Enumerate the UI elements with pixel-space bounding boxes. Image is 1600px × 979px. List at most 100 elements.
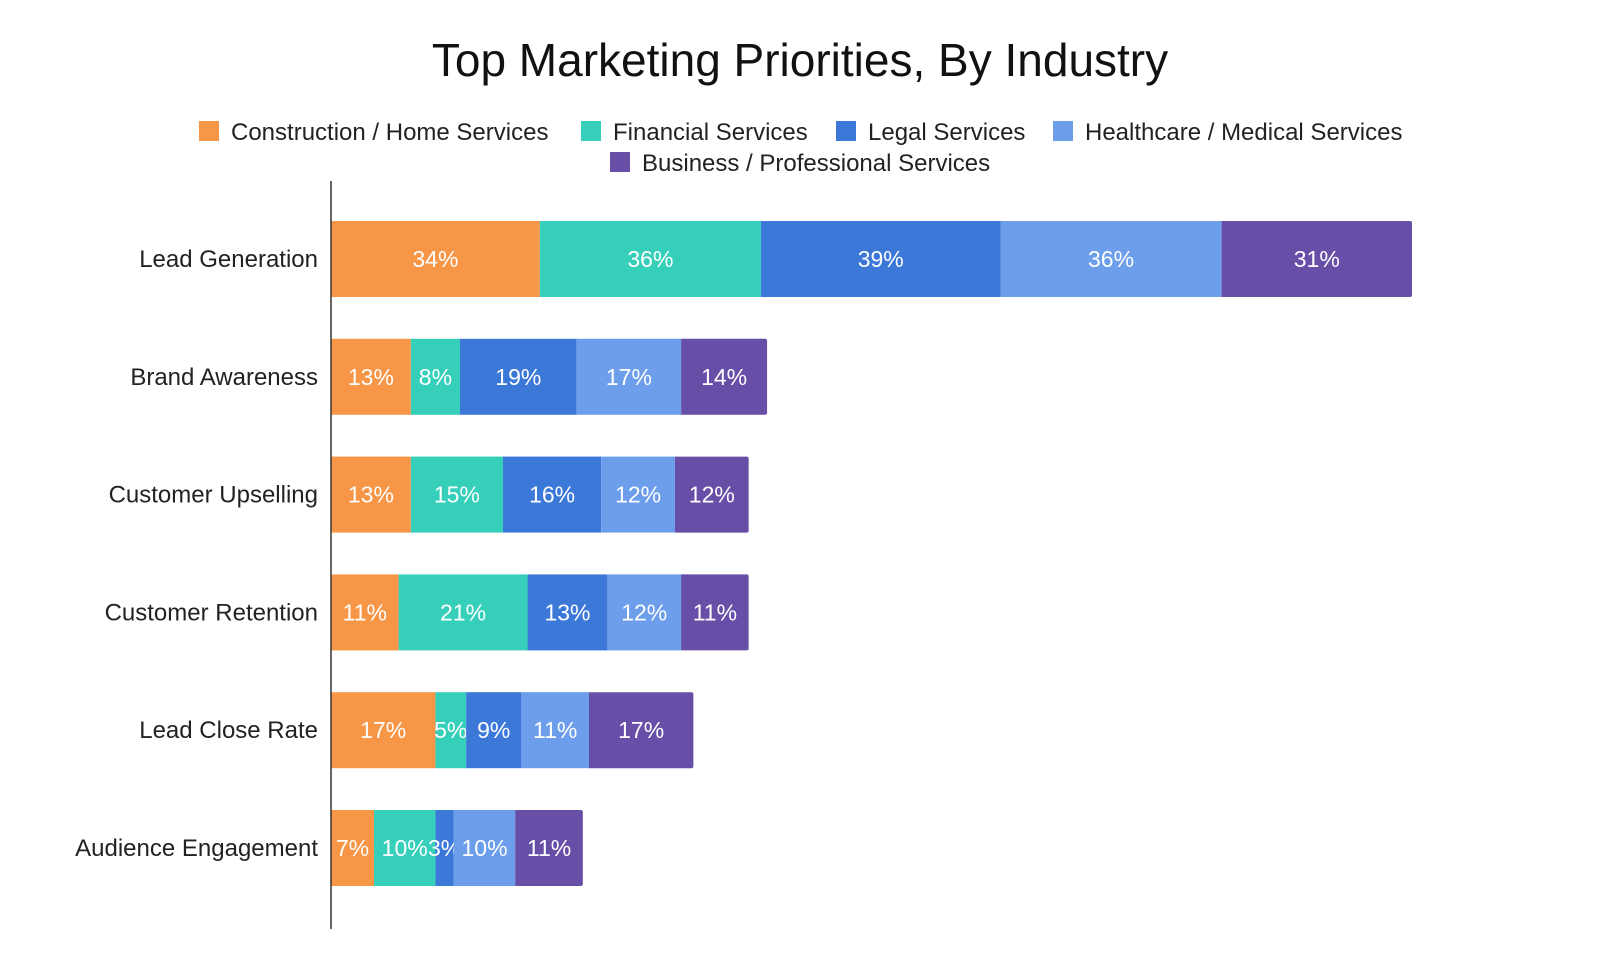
bar-segment-lead-close-rate-legal-services[interactable]: 9% [466,692,522,769]
data-label: 19% [495,364,541,390]
data-label: 12% [615,482,661,508]
category-label-lead-close-rate: Lead Close Rate [139,717,318,744]
bar-segment-brand-awareness-financial-services[interactable]: 8% [410,338,460,415]
bar-segment-audience-engagement-financial-services[interactable]: 10% [373,810,436,886]
bar-segment-audience-engagement-healthcare-medical-services[interactable]: 10% [453,810,516,886]
legend-label: Legal Services [868,119,1025,146]
bar-segment-audience-engagement-construction-home-services[interactable]: 7% [331,810,374,886]
category-label-customer-upselling: Customer Upselling [109,482,318,509]
bar [521,692,589,769]
bar-segment-customer-retention-financial-services[interactable]: 21% [398,574,528,651]
chart-title: Top Marketing Priorities, By Industry [432,34,1168,86]
bar-segment-customer-retention-legal-services[interactable]: 13% [527,574,608,651]
data-label: 36% [627,246,673,272]
bar [331,338,411,415]
bar-segment-audience-engagement-business-professional-services[interactable]: 11% [515,810,583,886]
data-label: 11% [527,835,571,861]
data-label: 9% [477,717,510,743]
legend: Construction / Home Services Financial Se… [199,119,1402,177]
data-label: 17% [618,717,664,743]
bar [760,221,1001,297]
bar-segment-customer-retention-healthcare-medical-services[interactable]: 12% [607,574,682,651]
legend-label: Financial Services [613,119,808,146]
bar-segment-customer-retention-construction-home-services[interactable]: 11% [331,574,399,651]
legend-item-legal-services[interactable]: Legal Services [836,119,1025,146]
data-label: 17% [606,364,652,390]
data-label: 7% [336,835,369,861]
data-label: 17% [360,717,406,743]
bar [331,692,436,769]
bar [681,574,749,651]
bar [601,456,675,533]
bar [466,692,522,769]
bar-segment-brand-awareness-business-professional-services[interactable]: 14% [681,338,768,415]
bar-row-brand-awareness: 13% 8% 19% 17% 14% [331,338,768,415]
bar-segment-lead-close-rate-financial-services[interactable]: 5% [434,692,467,769]
bar [410,338,460,415]
legend-item-construction-home-services[interactable]: Construction / Home Services [199,119,548,146]
bar-segment-customer-upselling-business-professional-services[interactable]: 12% [674,456,749,533]
bar [373,810,436,886]
data-label: 13% [348,482,394,508]
bar-segment-lead-generation-financial-services[interactable]: 36% [539,221,761,297]
data-label: 13% [544,599,590,625]
bar-row-customer-upselling: 13% 15% 16% 12% 12% [331,456,749,533]
data-label: 8% [419,364,452,390]
data-label: 13% [348,364,394,390]
bar [435,692,467,769]
data-label: 34% [412,246,458,272]
legend-label: Construction / Home Services [231,119,548,146]
legend-swatch [581,121,601,141]
legend-swatch [199,121,219,141]
category-label-lead-generation: Lead Generation [139,246,318,273]
bar [331,456,411,533]
bar [607,574,682,651]
bar [331,810,374,886]
data-label: 10% [382,835,428,861]
bar [515,810,583,886]
bar-segment-lead-close-rate-construction-home-services[interactable]: 17% [331,692,436,769]
legend-item-financial-services[interactable]: Financial Services [581,119,808,146]
bar [502,456,602,533]
bar-segment-lead-generation-healthcare-medical-services[interactable]: 36% [1000,221,1222,297]
bar [576,338,682,415]
bar [410,456,503,533]
data-label: 5% [434,717,467,743]
bar [681,338,768,415]
bar-segment-customer-upselling-construction-home-services[interactable]: 13% [331,456,411,533]
legend-item-business-professional-services[interactable]: Business / Professional Services [610,150,990,177]
bar-segment-brand-awareness-legal-services[interactable]: 19% [459,338,577,415]
bar-segment-lead-close-rate-business-professional-services[interactable]: 17% [588,692,694,769]
legend-swatch [836,121,856,141]
bar [539,221,761,297]
legend-label: Healthcare / Medical Services [1085,119,1402,146]
data-label: 10% [462,835,508,861]
bar-segment-customer-retention-business-professional-services[interactable]: 11% [681,574,749,651]
bar-segment-brand-awareness-construction-home-services[interactable]: 13% [331,338,411,415]
bar-segment-lead-close-rate-healthcare-medical-services[interactable]: 11% [521,692,589,769]
bar [1221,221,1412,297]
bar [459,338,577,415]
bar-segment-customer-upselling-financial-services[interactable]: 15% [410,456,503,533]
legend-label: Business / Professional Services [642,150,990,177]
bar-segment-lead-generation-business-professional-services[interactable]: 31% [1221,221,1412,297]
bar [331,221,540,297]
bar-segment-lead-generation-legal-services[interactable]: 39% [760,221,1001,297]
data-label: 14% [701,364,747,390]
bar-row-audience-engagement: 7% 10% 3% 10% 11% [331,810,583,886]
legend-item-healthcare-medical-services[interactable]: Healthcare / Medical Services [1053,119,1402,146]
legend-swatch [610,152,630,172]
data-label: 36% [1088,246,1134,272]
bar-segment-lead-generation-construction-home-services[interactable]: 34% [331,221,540,297]
bar-segment-customer-upselling-legal-services[interactable]: 16% [502,456,602,533]
bar [398,574,528,651]
legend-swatch [1053,121,1073,141]
bar [527,574,608,651]
category-label-brand-awareness: Brand Awareness [130,364,318,391]
bar-segment-customer-upselling-healthcare-medical-services[interactable]: 12% [601,456,675,533]
category-label-audience-engagement: Audience Engagement [75,835,318,862]
bar-segment-brand-awareness-healthcare-medical-services[interactable]: 17% [576,338,682,415]
bar [453,810,516,886]
